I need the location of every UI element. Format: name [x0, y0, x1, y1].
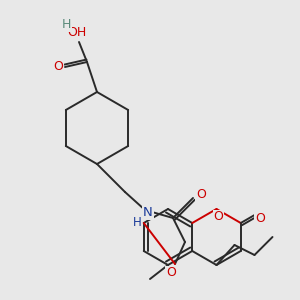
- Text: O: O: [196, 188, 206, 200]
- Text: O: O: [255, 212, 265, 226]
- Text: O: O: [214, 211, 224, 224]
- Text: H: H: [133, 215, 141, 229]
- Text: OH: OH: [68, 26, 87, 38]
- Text: O: O: [166, 266, 176, 280]
- Text: O: O: [53, 61, 63, 74]
- Text: H: H: [61, 17, 71, 31]
- Text: N: N: [143, 206, 153, 218]
